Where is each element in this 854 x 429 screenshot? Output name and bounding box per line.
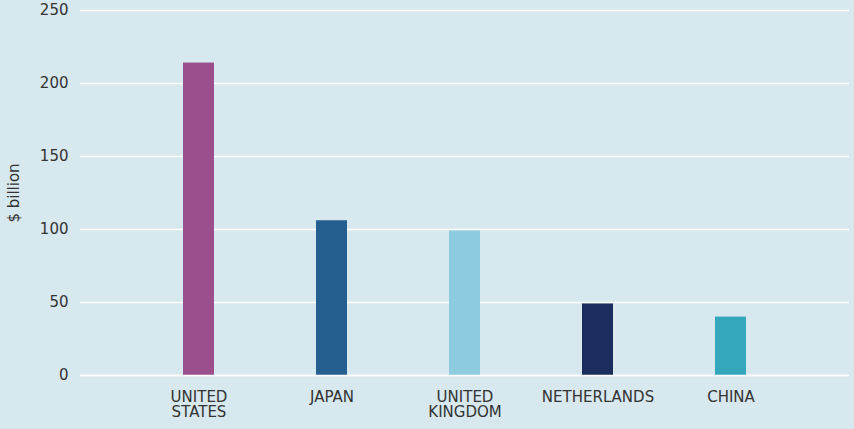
svg-text:100: 100 (40, 220, 69, 238)
svg-text:0: 0 (59, 366, 69, 384)
svg-text:UNITEDSTATES: UNITEDSTATES (171, 388, 228, 421)
svg-text:$ billion: $ billion (5, 163, 23, 222)
svg-text:200: 200 (40, 74, 69, 92)
svg-text:150: 150 (40, 147, 69, 165)
svg-text:UNITEDKINGDOM: UNITEDKINGDOM (428, 388, 501, 421)
svg-text:NETHERLANDS: NETHERLANDS (542, 388, 654, 406)
svg-text:250: 250 (40, 1, 69, 19)
svg-text:JAPAN: JAPAN (309, 388, 354, 406)
svg-text:50: 50 (49, 293, 68, 311)
svg-text:CHINA: CHINA (707, 388, 755, 406)
